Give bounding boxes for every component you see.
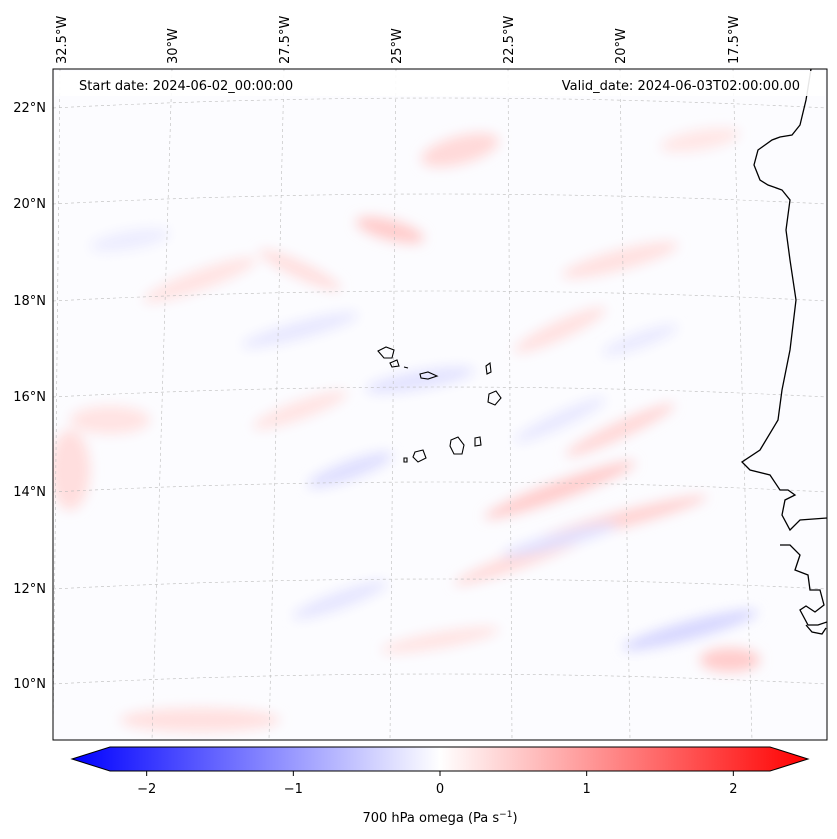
longitude-labels: 32.5°W 30°W 27.5°W 25°W 22.5°W 20°W 17.5… — [55, 16, 742, 64]
lat-label: 14°N — [13, 485, 46, 500]
colorbar-tick-label: 1 — [583, 782, 591, 797]
start-date-label: Start date: 2024-06-02_00:00:00 — [79, 79, 293, 94]
lon-label: 25°W — [390, 28, 405, 64]
colorbar-tick-label: 2 — [729, 782, 737, 797]
cape-verde-islands — [377, 346, 502, 463]
gridlines — [53, 69, 827, 740]
valid-date-label: Valid_date: 2024-06-03T02:00:00.00 — [562, 79, 800, 94]
lon-label: 17.5°W — [727, 16, 742, 64]
header-strip — [55, 71, 825, 96]
colorbar-label: 700 hPa omega (Pa s−1) — [362, 810, 517, 826]
colorbar-tick-label: −1 — [284, 782, 303, 797]
lat-label: 22°N — [13, 101, 46, 116]
colorbar-ticks: −2 −1 0 1 2 — [137, 771, 737, 797]
lon-label: 22.5°W — [502, 16, 517, 64]
colorbar-bar — [70, 746, 810, 772]
map-panel: Start date: 2024-06-02_00:00:00 Valid_da… — [52, 68, 828, 741]
lat-label: 10°N — [13, 677, 46, 692]
lat-label: 20°N — [13, 197, 46, 212]
omega-field — [53, 127, 760, 732]
lat-label: 18°N — [13, 294, 46, 309]
colorbar-tick-label: 0 — [436, 782, 444, 797]
lon-label: 30°W — [166, 28, 181, 64]
lon-label: 20°W — [614, 28, 629, 64]
lat-label: 16°N — [13, 390, 46, 405]
map-frame — [52, 68, 828, 741]
colorbar: −2 −1 0 1 2 700 hPa omega (Pa s−1) — [70, 746, 810, 826]
coastline — [740, 69, 827, 635]
colorbar-tick-label: −2 — [137, 782, 156, 797]
lat-label: 12°N — [13, 582, 46, 597]
latitude-labels: 22°N 20°N 18°N 16°N 14°N 12°N 10°N — [13, 101, 46, 692]
lon-label: 32.5°W — [55, 16, 70, 64]
lon-label: 27.5°W — [278, 16, 293, 64]
